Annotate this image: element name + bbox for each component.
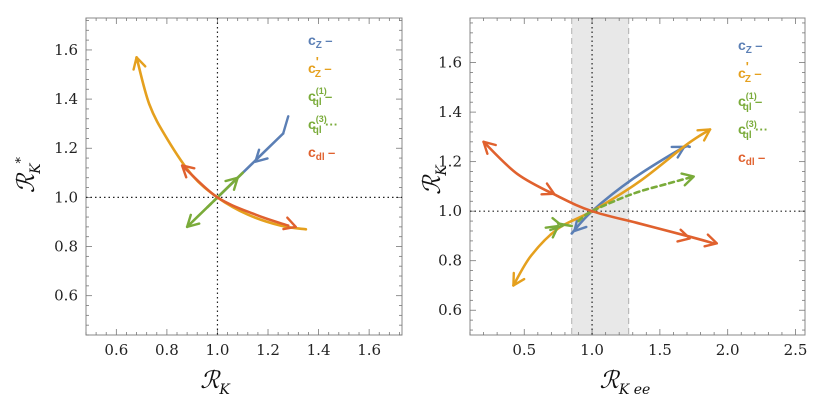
y-axis-title: ℛK [418,164,450,195]
x-tick-label: 1.5 [648,341,672,359]
y-tick-label: 0.8 [54,238,78,256]
right-panel: 0.5 1.0 1.5 2.0 2.5 0.6 0.8 1.0 1.2 1.4 1.6 cZ – c' Z… [418,17,808,398]
y-tick-label: 1.4 [438,103,462,121]
x-axis-title: ℛK [200,366,231,398]
arrow-head-cql3 [544,224,560,239]
x-tick-label: 1.2 [256,341,280,359]
legend-entry: c(1) ql – [738,91,762,113]
arrow-head-cdl [676,228,691,243]
plot-frame [85,17,403,336]
arrow-head-cdl [282,216,298,231]
y-tick-label: 1.4 [54,90,78,108]
series-line-cql3 [203,196,219,211]
arrow-head-cZ [254,148,269,163]
plot-frame [469,17,806,336]
arrow-head-cZ [696,128,712,142]
legend-entry: cdl – [738,149,765,168]
arrow-head-cdl [482,140,497,155]
legend-entry: cZ – [308,32,332,51]
y-tick-label: 1.6 [54,41,78,59]
arrow-head-cql1 [549,216,564,232]
x-axis-title: ℛK ee [600,366,651,398]
x-tick-label: 1.4 [307,341,331,359]
x-tick-label: 0.6 [104,341,128,359]
arrow-head-cdl [703,233,719,248]
legend-entry: cZ – [738,37,762,56]
arrow-head-cZ [512,271,526,287]
y-tick-label: 1.0 [54,188,78,206]
arrow-head-cdl [540,182,556,196]
y-tick-label: 0.6 [54,287,78,305]
legend-entry: c(3) ql ··· [738,119,768,141]
series-line-cdl [183,166,290,227]
y-tick-label: 1.6 [438,54,462,72]
arrow-head-cZ [132,56,147,71]
shaded-band [571,18,629,335]
x-tick-label: 1.6 [357,341,381,359]
legend-entry: c' Z – [308,54,332,80]
legend-entry: c' Z – [738,59,762,85]
legend-entry: cdl – [308,144,335,163]
y-tick-label: 0.8 [438,252,462,270]
y-tick-label: 0.6 [438,301,462,319]
legend-entry: c(1) ql – [308,86,332,108]
left-panel: 0.6 0.8 1.0 1.2 1.4 1.6 0.6 0.8 1.0 1.2 1.4 1.6 cZ –… [12,17,403,398]
arrow-head-cql3 [680,172,695,187]
arrow-head-cZ [573,217,588,233]
x-tick-label: 0.8 [155,341,179,359]
y-tick-label: 1.2 [438,153,462,171]
y-tick-label: 1.2 [54,139,78,157]
y-axis-title: ℛK* [12,156,44,193]
x-tick-label: 2.5 [784,341,808,359]
x-tick-label: 1.0 [206,341,230,359]
series-branch-cZ [281,115,290,135]
x-tick-label: 2.0 [716,341,740,359]
arrow-head-cql1 [185,213,201,229]
arrow-head-cdl [180,164,196,179]
series-line-cql3 [577,175,696,223]
y-tick-label: 1.0 [438,202,462,220]
series-line-cZ [135,56,308,231]
x-tick-label: 1.0 [580,341,604,359]
x-tick-label: 0.5 [512,341,536,359]
arrow-head-cql1 [224,176,239,191]
legend-entry: c(3) ql ··· [308,114,338,136]
